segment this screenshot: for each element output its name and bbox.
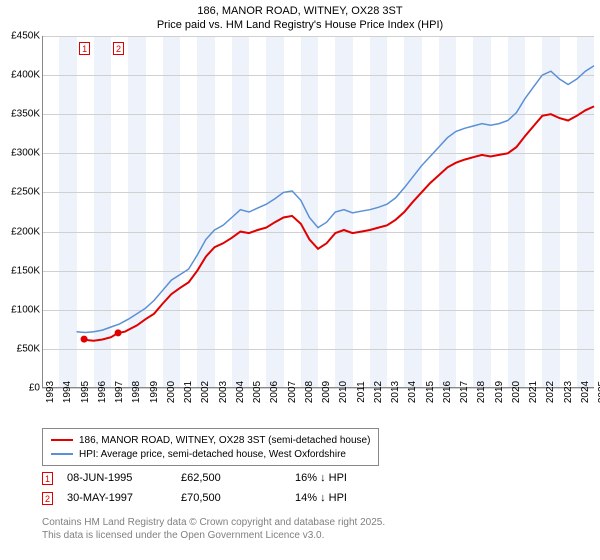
x-tick-label: 2004 xyxy=(235,381,246,403)
x-tick-label: 2018 xyxy=(476,381,487,403)
x-tick-label: 2015 xyxy=(425,381,436,403)
y-tick-label: £200K xyxy=(0,226,40,237)
license-line: Contains HM Land Registry data © Crown c… xyxy=(42,516,385,529)
x-tick-label: 2010 xyxy=(338,381,349,403)
footnote-delta: 14% ↓ HPI xyxy=(295,492,395,504)
x-tick-label: 2011 xyxy=(356,381,367,403)
footnote-date: 30-MAY-1997 xyxy=(67,492,167,504)
y-tick-label: £400K xyxy=(0,70,40,81)
footnote-price: £62,500 xyxy=(181,472,281,484)
chart-title-block: 186, MANOR ROAD, WITNEY, OX28 3ST Price … xyxy=(0,0,600,34)
x-tick-label: 1997 xyxy=(114,381,125,403)
x-tick-label: 2005 xyxy=(252,381,263,403)
footnote-price: £70,500 xyxy=(181,492,281,504)
legend-swatch xyxy=(51,453,73,455)
legend-label: HPI: Average price, semi-detached house,… xyxy=(79,449,346,460)
x-tick-label: 2003 xyxy=(218,381,229,403)
y-tick-label: £300K xyxy=(0,148,40,159)
x-tick-label: 2019 xyxy=(494,381,505,403)
title-subtitle: Price paid vs. HM Land Registry's House … xyxy=(0,18,600,32)
footnote-marker: 2 xyxy=(42,492,53,505)
x-tick-label: 2008 xyxy=(304,381,315,403)
y-tick-label: £450K xyxy=(0,31,40,42)
sale-marker-dot xyxy=(115,329,122,336)
x-tick-label: 1995 xyxy=(80,381,91,403)
sale-marker-dot xyxy=(81,336,88,343)
x-tick-label: 2023 xyxy=(563,381,574,403)
y-tick-label: £350K xyxy=(0,109,40,120)
x-tick-label: 2002 xyxy=(200,381,211,403)
x-tick-label: 2009 xyxy=(321,381,332,403)
y-tick-label: £250K xyxy=(0,187,40,198)
legend-item-hpi: HPI: Average price, semi-detached house,… xyxy=(51,447,370,461)
legend-label: 186, MANOR ROAD, WITNEY, OX28 3ST (semi-… xyxy=(79,435,370,446)
y-tick-label: £0 xyxy=(0,383,40,394)
x-tick-label: 2016 xyxy=(442,381,453,403)
sale-footnotes: 1 08-JUN-1995 £62,500 16% ↓ HPI 2 30-MAY… xyxy=(42,468,395,508)
title-address: 186, MANOR ROAD, WITNEY, OX28 3ST xyxy=(0,4,600,18)
footnote-row: 2 30-MAY-1997 £70,500 14% ↓ HPI xyxy=(42,488,395,508)
legend-swatch xyxy=(51,439,73,441)
x-tick-label: 2024 xyxy=(580,381,591,403)
x-tick-label: 1999 xyxy=(149,381,160,403)
sale-marker-box: 1 xyxy=(79,42,90,55)
license-line: This data is licensed under the Open Gov… xyxy=(42,529,385,542)
x-tick-label: 2001 xyxy=(183,381,194,403)
x-tick-label: 2012 xyxy=(373,381,384,403)
y-tick-label: £50K xyxy=(0,343,40,354)
series-hpi xyxy=(77,66,595,333)
x-tick-label: 1994 xyxy=(62,381,73,403)
chart-plot-area xyxy=(42,36,594,388)
legend: 186, MANOR ROAD, WITNEY, OX28 3ST (semi-… xyxy=(42,428,379,466)
license-text: Contains HM Land Registry data © Crown c… xyxy=(42,516,385,542)
x-tick-label: 2014 xyxy=(407,381,418,403)
chart-lines xyxy=(42,36,594,388)
series-price_paid xyxy=(84,106,594,340)
x-tick-label: 1996 xyxy=(97,381,108,403)
x-tick-label: 2013 xyxy=(390,381,401,403)
legend-item-price-paid: 186, MANOR ROAD, WITNEY, OX28 3ST (semi-… xyxy=(51,433,370,447)
footnote-row: 1 08-JUN-1995 £62,500 16% ↓ HPI xyxy=(42,468,395,488)
x-tick-label: 2021 xyxy=(528,381,539,403)
x-tick-label: 2006 xyxy=(269,381,280,403)
x-tick-label: 2017 xyxy=(459,381,470,403)
x-tick-label: 2022 xyxy=(545,381,556,403)
sale-marker-box: 2 xyxy=(113,42,124,55)
footnote-marker: 1 xyxy=(42,472,53,485)
x-tick-label: 1998 xyxy=(131,381,142,403)
x-tick-label: 2000 xyxy=(166,381,177,403)
y-tick-label: £100K xyxy=(0,304,40,315)
x-tick-label: 2007 xyxy=(287,381,298,403)
x-tick-label: 2020 xyxy=(511,381,522,403)
footnote-delta: 16% ↓ HPI xyxy=(295,472,395,484)
x-tick-label: 1993 xyxy=(45,381,56,403)
y-tick-label: £150K xyxy=(0,265,40,276)
footnote-date: 08-JUN-1995 xyxy=(67,472,167,484)
